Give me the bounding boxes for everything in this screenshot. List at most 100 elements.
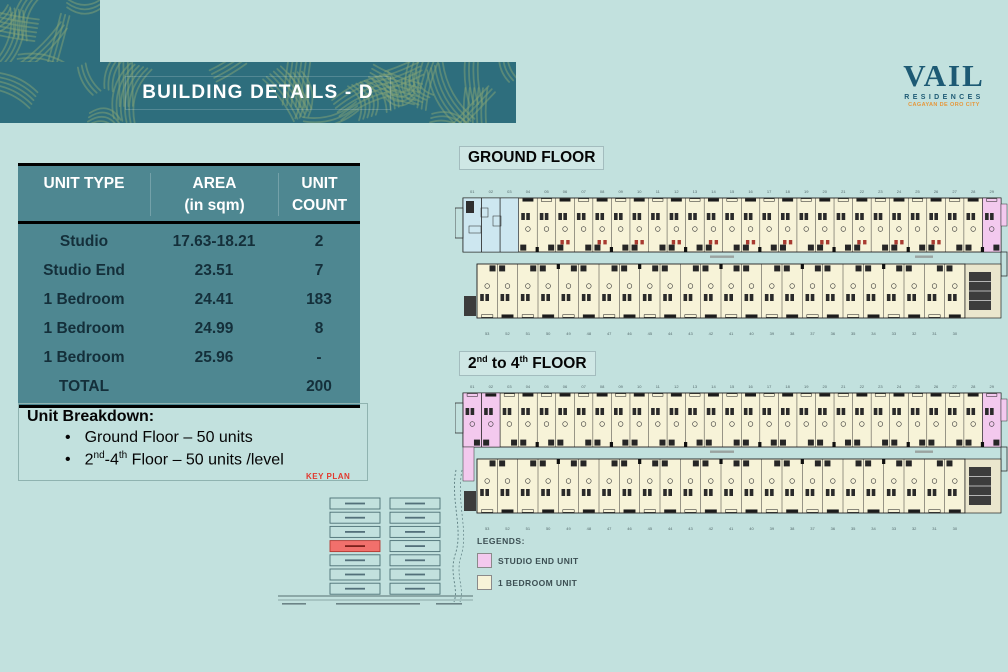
svg-text:31: 31 [932,331,937,336]
svg-text:33: 33 [892,331,897,336]
svg-text:34: 34 [871,331,876,336]
svg-text:28: 28 [971,384,976,389]
header-banner: BUILDING DETAILS - D [0,62,516,123]
svg-text:36: 36 [831,526,836,531]
unit-table-body: Studio 17.63-18.21 2 Studio End 23.51 7 1 Bedr… [18,224,360,405]
svg-text:16: 16 [748,384,753,389]
svg-text:14: 14 [711,384,716,389]
svg-text:50: 50 [546,331,551,336]
area-cell: 25.96 [194,348,234,366]
table-row: 1 Bedroom 24.99 8 [18,314,360,343]
leaf-pattern-icon [0,62,516,123]
svg-text:27: 27 [952,189,957,194]
svg-text:17: 17 [767,384,772,389]
table-row: Studio End 23.51 7 [18,256,360,285]
count-cell: 7 [314,261,324,279]
svg-text:49: 49 [566,526,571,531]
svg-text:24: 24 [897,384,902,389]
svg-text:20: 20 [823,189,828,194]
area-cell: 24.99 [194,319,234,337]
svg-text:46: 46 [627,526,632,531]
svg-text:18: 18 [785,189,790,194]
svg-text:30: 30 [953,331,958,336]
breakdown-bullet-ground: Ground Floor – 50 units [65,429,367,447]
svg-text:23: 23 [878,384,883,389]
svg-text:12: 12 [674,384,679,389]
area-cell: 23.51 [194,261,234,279]
svg-text:22: 22 [860,189,865,194]
corner-leaf-decoration [0,0,100,62]
svg-text:06: 06 [563,189,568,194]
svg-text:31: 31 [932,526,937,531]
svg-text:48: 48 [587,526,592,531]
svg-text:15: 15 [730,384,735,389]
svg-text:14: 14 [711,189,716,194]
svg-text:51: 51 [526,331,531,336]
unit-type-cell: 1 Bedroom [43,290,125,308]
breakdown-title: Unit Breakdown: [27,408,155,425]
svg-text:45: 45 [648,526,653,531]
svg-text:03: 03 [507,384,512,389]
svg-text:11: 11 [656,189,661,194]
legend-item-one-bedroom: 1 BEDROOM UNIT [477,575,579,590]
svg-text:05: 05 [544,384,549,389]
svg-text:41: 41 [729,331,734,336]
unit-summary-table: UNIT TYPE AREA (in sqm) UNIT COUNT Studi… [18,163,360,409]
svg-text:53: 53 [485,331,490,336]
svg-text:21: 21 [841,384,846,389]
svg-text:42: 42 [709,331,714,336]
svg-text:37: 37 [810,526,815,531]
svg-text:51: 51 [526,526,531,531]
legend-title: LEGENDS: [477,536,525,546]
svg-text:29: 29 [989,189,994,194]
svg-text:27: 27 [952,384,957,389]
unit-type-cell: 1 Bedroom [43,348,125,366]
svg-text:07: 07 [581,189,586,194]
svg-text:29: 29 [989,384,994,389]
svg-text:16: 16 [748,189,753,194]
svg-text:36: 36 [831,331,836,336]
count-cell: 200 [306,377,332,395]
svg-text:32: 32 [912,526,917,531]
area-cell: 24.41 [194,290,234,308]
brand-city: CAGAYAN DE ORO CITY [908,102,980,108]
svg-text:02: 02 [489,189,494,194]
leaf-pattern-icon [0,0,100,62]
svg-text:26: 26 [934,384,939,389]
svg-text:52: 52 [505,526,510,531]
svg-text:39: 39 [770,526,775,531]
svg-text:47: 47 [607,331,612,336]
svg-text:40: 40 [749,526,754,531]
brand-name: VAIL [903,58,985,93]
svg-text:33: 33 [892,526,897,531]
svg-text:13: 13 [693,189,698,194]
svg-text:44: 44 [668,526,673,531]
svg-text:28: 28 [971,189,976,194]
area-cell: 17.63-18.21 [172,232,256,250]
svg-text:26: 26 [934,189,939,194]
ground-floor-label: GROUND FLOOR [459,146,605,170]
count-cell: - [316,348,322,366]
brand-subtitle: RESIDENCES [904,94,984,101]
header-area: AREA (in sqm) [150,173,278,217]
svg-text:18: 18 [785,384,790,389]
svg-text:38: 38 [790,526,795,531]
unit-breakdown-panel: Unit Breakdown: Ground Floor – 50 units … [18,403,368,481]
page-title: BUILDING DETAILS - D [125,75,391,110]
svg-text:19: 19 [804,384,809,389]
svg-text:52: 52 [505,331,510,336]
svg-text:22: 22 [860,384,865,389]
header-unit-type: UNIT TYPE [43,175,125,192]
studio-end-swatch-icon [477,553,492,568]
unit-type-cell: TOTAL [58,377,110,395]
svg-text:35: 35 [851,331,856,336]
svg-text:04: 04 [526,384,531,389]
svg-text:47: 47 [607,526,612,531]
brand-logo: VAIL RESIDENCES CAGAYAN DE ORO CITY [888,60,1000,109]
legend-panel: LEGENDS: STUDIO END UNIT 1 BEDROOM UNIT [477,536,579,590]
svg-text:40: 40 [749,331,754,336]
svg-text:50: 50 [546,526,551,531]
breakdown-bullet-upper: 2nd-4th Floor – 50 units /level [65,450,367,469]
svg-text:11: 11 [656,384,661,389]
